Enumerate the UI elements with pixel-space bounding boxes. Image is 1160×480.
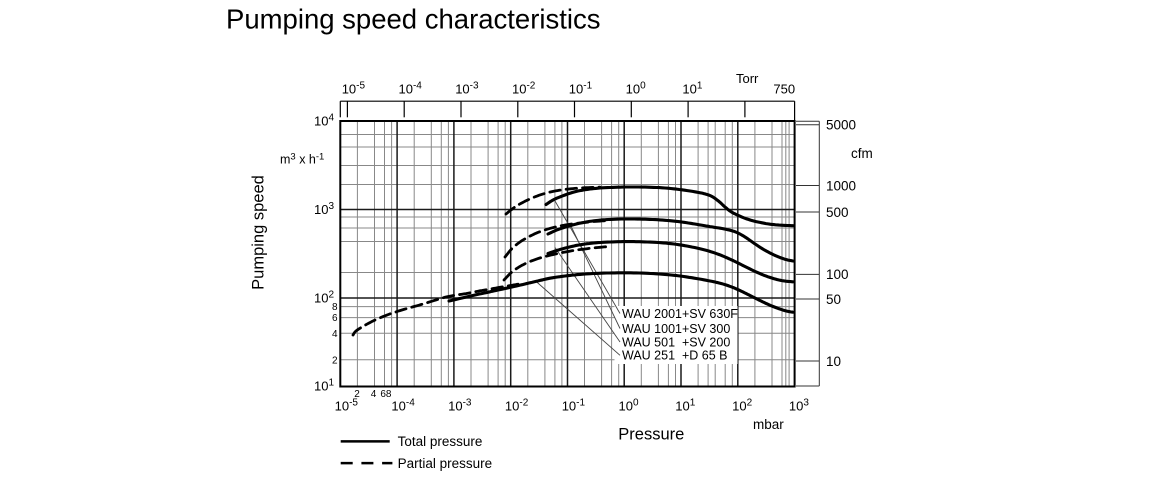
svg-text:cfm: cfm xyxy=(851,146,873,161)
svg-text:6: 6 xyxy=(332,313,338,324)
svg-text:Pumping speed: Pumping speed xyxy=(250,175,268,290)
svg-text:8: 8 xyxy=(386,389,392,400)
svg-text:2: 2 xyxy=(354,389,360,400)
svg-text:750: 750 xyxy=(773,82,795,97)
svg-text:5000: 5000 xyxy=(826,118,856,133)
svg-text:1000: 1000 xyxy=(826,178,856,193)
svg-text:6: 6 xyxy=(380,389,386,400)
svg-text:Torr: Torr xyxy=(736,71,759,86)
svg-text:Partial pressure: Partial pressure xyxy=(398,456,493,471)
svg-text:Pumping speed characteristics: Pumping speed characteristics xyxy=(226,4,601,35)
svg-text:WAU 1001+SV 300: WAU 1001+SV 300 xyxy=(622,322,730,336)
svg-text:500: 500 xyxy=(826,205,849,220)
svg-text:WAU 251 +D 65 B: WAU 251 +D 65 B xyxy=(622,349,728,363)
svg-text:4: 4 xyxy=(332,329,338,340)
svg-text:50: 50 xyxy=(826,292,841,307)
svg-text:mbar: mbar xyxy=(753,417,784,432)
svg-text:100: 100 xyxy=(826,267,849,282)
svg-text:10: 10 xyxy=(826,354,841,369)
svg-text:WAU 2001+SV 630F: WAU 2001+SV 630F xyxy=(622,307,738,321)
svg-text:2: 2 xyxy=(332,355,338,366)
svg-text:Pressure: Pressure xyxy=(618,426,684,444)
svg-text:Total pressure: Total pressure xyxy=(398,434,483,449)
svg-text:WAU 501 +SV 200: WAU 501 +SV 200 xyxy=(622,335,730,349)
svg-text:8: 8 xyxy=(332,302,338,313)
svg-text:4: 4 xyxy=(371,389,377,400)
